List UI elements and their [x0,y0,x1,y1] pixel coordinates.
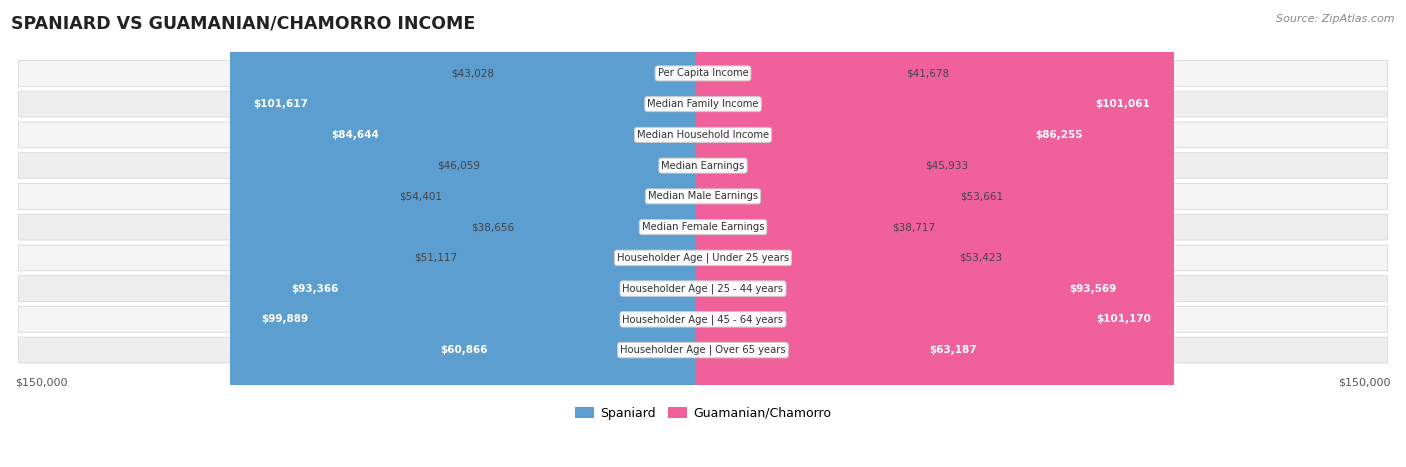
FancyBboxPatch shape [696,0,1174,467]
Text: $54,401: $54,401 [399,191,441,201]
FancyBboxPatch shape [519,0,710,467]
FancyBboxPatch shape [18,61,1388,86]
FancyBboxPatch shape [18,153,1388,178]
Text: Median Earnings: Median Earnings [661,161,745,170]
FancyBboxPatch shape [696,0,956,467]
FancyBboxPatch shape [696,0,955,467]
Text: $53,661: $53,661 [960,191,1004,201]
Text: $38,717: $38,717 [891,222,935,232]
FancyBboxPatch shape [18,245,1388,271]
Text: $63,187: $63,187 [929,345,977,355]
Text: $86,255: $86,255 [1035,130,1083,140]
Text: $84,644: $84,644 [330,130,378,140]
Text: Median Family Income: Median Family Income [647,99,759,109]
FancyBboxPatch shape [18,184,1388,209]
FancyBboxPatch shape [18,214,1388,240]
Text: Householder Age | 25 - 44 years: Householder Age | 25 - 44 years [623,283,783,294]
Text: $101,617: $101,617 [253,99,308,109]
FancyBboxPatch shape [18,122,1388,148]
Legend: Spaniard, Guamanian/Chamorro: Spaniard, Guamanian/Chamorro [569,402,837,425]
Text: $101,061: $101,061 [1095,99,1150,109]
Text: Median Female Earnings: Median Female Earnings [641,222,765,232]
Text: $101,170: $101,170 [1097,314,1152,325]
FancyBboxPatch shape [18,276,1388,302]
FancyBboxPatch shape [461,0,710,467]
Text: $43,028: $43,028 [451,68,494,78]
FancyBboxPatch shape [696,0,887,467]
Text: $60,866: $60,866 [440,345,488,355]
Text: Householder Age | Over 65 years: Householder Age | Over 65 years [620,345,786,355]
FancyBboxPatch shape [18,91,1388,117]
Text: Median Male Earnings: Median Male Earnings [648,191,758,201]
Text: $93,366: $93,366 [291,283,339,294]
Text: Householder Age | 45 - 64 years: Householder Age | 45 - 64 years [623,314,783,325]
FancyBboxPatch shape [499,0,710,467]
FancyBboxPatch shape [238,0,710,467]
FancyBboxPatch shape [18,306,1388,332]
FancyBboxPatch shape [696,0,901,467]
Text: Median Household Income: Median Household Income [637,130,769,140]
Text: $45,933: $45,933 [925,161,969,170]
Text: $46,059: $46,059 [437,161,481,170]
Text: $150,000: $150,000 [15,378,67,388]
Text: $41,678: $41,678 [905,68,949,78]
FancyBboxPatch shape [696,0,1105,467]
Text: $53,423: $53,423 [959,253,1002,263]
Text: $93,569: $93,569 [1069,283,1116,294]
Text: SPANIARD VS GUAMANIAN/CHAMORRO INCOME: SPANIARD VS GUAMANIAN/CHAMORRO INCOME [11,14,475,32]
Text: Householder Age | Under 25 years: Householder Age | Under 25 years [617,253,789,263]
FancyBboxPatch shape [447,0,710,467]
Text: $51,117: $51,117 [413,253,457,263]
Text: Source: ZipAtlas.com: Source: ZipAtlas.com [1277,14,1395,24]
FancyBboxPatch shape [269,0,710,467]
Text: $38,656: $38,656 [471,222,515,232]
Text: Per Capita Income: Per Capita Income [658,68,748,78]
FancyBboxPatch shape [696,0,1139,467]
Text: $99,889: $99,889 [262,314,308,325]
FancyBboxPatch shape [696,0,921,467]
FancyBboxPatch shape [18,337,1388,363]
FancyBboxPatch shape [418,0,710,467]
Text: $150,000: $150,000 [1339,378,1391,388]
FancyBboxPatch shape [696,0,1174,467]
FancyBboxPatch shape [696,0,1000,467]
FancyBboxPatch shape [485,0,710,467]
FancyBboxPatch shape [231,0,710,467]
FancyBboxPatch shape [308,0,710,467]
